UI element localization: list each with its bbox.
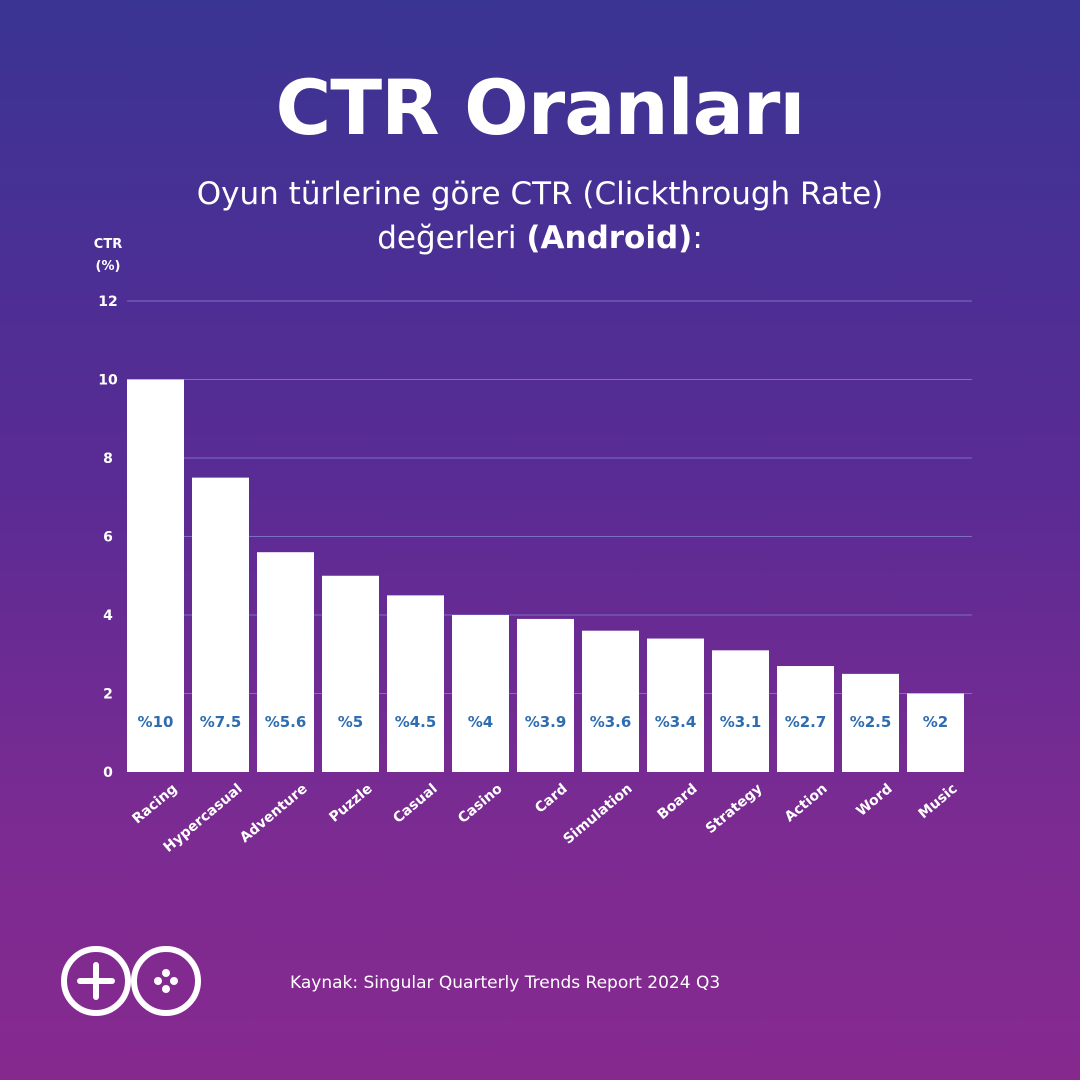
- page-title: CTR Oranları: [275, 63, 806, 152]
- subtitle-line-2: değerleri (Android):: [90, 216, 990, 260]
- y-tick-label: 12: [98, 294, 117, 310]
- x-tick-label: Strategy: [703, 781, 766, 837]
- subtitle-suffix: :: [692, 220, 703, 256]
- y-tick-label: 8: [103, 451, 113, 467]
- value-label: %5.6: [265, 713, 307, 731]
- subtitle-line-1: Oyun türlerine göre CTR (Clickthrough Ra…: [196, 176, 884, 212]
- x-tick-label: Card: [532, 781, 570, 817]
- value-label: %4: [468, 713, 493, 731]
- value-label: %10: [138, 713, 174, 731]
- value-label: %3.9: [525, 713, 567, 731]
- value-label: %3.1: [720, 713, 762, 731]
- x-tick-label: Casino: [455, 781, 506, 827]
- bar-music: [907, 693, 964, 772]
- bar-simulation: [582, 630, 639, 772]
- subtitle-prefix: değerleri: [377, 220, 527, 256]
- bar-casino: [452, 615, 509, 772]
- bar-adventure: [257, 552, 314, 772]
- y-tick-label: 6: [103, 530, 113, 546]
- y-axis-title-line-1: CTR: [93, 237, 123, 252]
- x-tick-label: Adventure: [237, 781, 310, 846]
- game-controller-logo-icon: [61, 946, 201, 1016]
- value-label: %3.6: [590, 713, 632, 731]
- x-tick-label: Word: [853, 781, 895, 820]
- y-tick-label: 4: [103, 608, 113, 624]
- bar-racing: [127, 379, 184, 772]
- bar-casual: [387, 595, 444, 772]
- value-label: %4.5: [395, 713, 437, 731]
- x-tick-label: Puzzle: [326, 781, 375, 826]
- bar-chart: 024681012%10Racing%7.5Hypercasual%5.6Adv…: [98, 294, 972, 848]
- x-tick-label: Casual: [390, 781, 440, 827]
- value-label: %3.4: [655, 713, 697, 731]
- x-tick-label: Simulation: [560, 781, 635, 848]
- value-label: %7.5: [200, 713, 242, 731]
- bar-word: [842, 673, 899, 772]
- y-tick-label: 0: [103, 765, 113, 781]
- source-note: Kaynak: Singular Quarterly Trends Report…: [290, 973, 721, 993]
- value-label: %2: [923, 713, 948, 731]
- x-tick-label: Racing: [129, 781, 180, 828]
- x-tick-label: Music: [916, 781, 961, 822]
- bar-hypercasual: [192, 477, 249, 772]
- y-tick-label: 10: [98, 373, 118, 389]
- value-label: %2.5: [850, 713, 892, 731]
- bar-strategy: [712, 650, 769, 772]
- value-label: %5: [338, 713, 363, 731]
- bar-puzzle: [322, 575, 379, 772]
- page-subtitle: Oyun türlerine göre CTR (Clickthrough Ra…: [90, 172, 990, 260]
- value-label: %2.7: [785, 713, 827, 731]
- y-tick-label: 2: [103, 687, 113, 703]
- x-tick-label: Board: [655, 781, 701, 823]
- y-axis-title: CTR (%): [78, 234, 138, 278]
- bar-action: [777, 666, 834, 772]
- bar-board: [647, 638, 704, 772]
- bar-card: [517, 618, 574, 772]
- y-axis-title-line-2: (%): [95, 259, 121, 274]
- subtitle-platform: (Android): [526, 220, 693, 256]
- x-tick-label: Action: [782, 781, 831, 826]
